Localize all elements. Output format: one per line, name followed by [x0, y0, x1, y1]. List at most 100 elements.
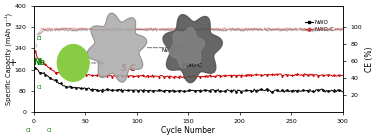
Point: [189, 28, 195, 30]
Point: [168, 28, 174, 30]
Point: [262, 28, 268, 30]
Point: [53, 28, 59, 30]
Point: [319, 28, 325, 30]
Point: [192, 28, 198, 31]
Point: [217, 28, 223, 30]
Point: [99, 28, 105, 31]
Point: [219, 28, 225, 31]
Point: [194, 28, 200, 30]
Point: [108, 28, 114, 31]
Polygon shape: [169, 27, 204, 68]
Point: [191, 28, 197, 30]
Point: [334, 28, 340, 30]
Point: [38, 31, 44, 33]
Point: [237, 28, 243, 30]
Point: [318, 27, 324, 29]
Point: [191, 29, 197, 31]
Point: [236, 28, 242, 30]
Point: [263, 28, 269, 30]
Point: [242, 27, 248, 29]
Point: [222, 27, 228, 29]
Point: [75, 28, 81, 30]
Point: [91, 28, 97, 31]
Point: [93, 28, 99, 31]
Point: [265, 27, 271, 29]
Point: [337, 28, 343, 31]
Point: [202, 27, 208, 29]
Text: NWO-C: NWO-C: [182, 63, 202, 68]
Point: [225, 28, 231, 30]
Point: [266, 27, 273, 30]
Point: [198, 28, 204, 30]
Point: [34, 38, 40, 40]
Point: [257, 28, 263, 30]
Point: [256, 28, 262, 30]
Point: [297, 27, 304, 29]
Point: [285, 28, 291, 30]
Point: [113, 29, 119, 31]
Point: [296, 28, 302, 30]
Point: [161, 28, 167, 30]
Point: [312, 28, 318, 30]
Point: [202, 28, 208, 30]
Point: [201, 28, 207, 30]
Point: [109, 27, 115, 29]
Point: [121, 28, 127, 30]
Point: [228, 26, 234, 29]
Point: [252, 28, 258, 30]
Point: [339, 28, 345, 31]
Point: [173, 28, 179, 31]
Point: [206, 28, 212, 30]
Point: [174, 28, 180, 30]
Point: [78, 27, 84, 29]
Point: [200, 28, 206, 30]
Point: [43, 28, 50, 31]
Point: [273, 27, 279, 30]
Point: [311, 29, 317, 31]
Point: [96, 27, 102, 29]
Point: [262, 27, 268, 29]
Point: [216, 29, 222, 31]
Point: [87, 27, 93, 29]
Y-axis label: Specific Capacity (mAh g⁻¹): Specific Capacity (mAh g⁻¹): [4, 13, 12, 105]
Point: [281, 28, 287, 30]
Point: [229, 27, 235, 30]
Point: [134, 27, 140, 29]
Point: [333, 28, 339, 30]
Point: [197, 27, 203, 30]
Point: [71, 29, 77, 31]
Point: [291, 28, 297, 30]
Text: +: +: [8, 58, 16, 68]
Point: [39, 27, 45, 30]
Point: [269, 28, 275, 30]
Point: [235, 27, 241, 29]
Point: [73, 27, 79, 30]
Text: Cl: Cl: [26, 128, 31, 133]
Point: [306, 27, 312, 29]
Point: [263, 29, 269, 31]
Point: [285, 28, 291, 30]
Point: [243, 26, 249, 29]
Text: Nb: Nb: [33, 58, 45, 67]
Point: [167, 27, 173, 30]
Point: [45, 28, 51, 31]
Point: [158, 28, 164, 30]
Point: [263, 28, 270, 31]
Point: [152, 27, 158, 30]
Point: [81, 28, 87, 31]
Point: [115, 27, 121, 29]
Point: [170, 28, 176, 31]
Point: [71, 27, 77, 29]
X-axis label: Cycle Number: Cycle Number: [161, 126, 215, 135]
Point: [33, 43, 39, 45]
Point: [156, 28, 163, 30]
Point: [335, 27, 341, 29]
Point: [144, 28, 150, 31]
Point: [259, 28, 265, 30]
Point: [78, 29, 84, 31]
Point: [293, 28, 299, 30]
Point: [250, 28, 256, 30]
Point: [245, 28, 251, 30]
Point: [124, 28, 130, 31]
Point: [153, 28, 160, 31]
